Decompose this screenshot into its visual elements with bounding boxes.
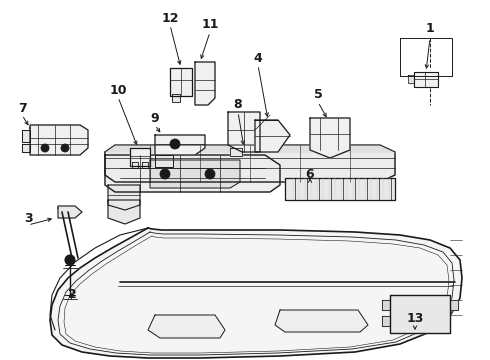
Text: 10: 10 xyxy=(109,84,127,96)
Text: 9: 9 xyxy=(151,112,159,125)
Text: 12: 12 xyxy=(161,12,179,24)
Text: 5: 5 xyxy=(314,89,322,102)
Polygon shape xyxy=(108,185,140,210)
Polygon shape xyxy=(228,112,260,152)
Polygon shape xyxy=(400,38,452,76)
Polygon shape xyxy=(390,295,450,333)
Circle shape xyxy=(170,139,180,149)
Text: 13: 13 xyxy=(406,311,424,324)
Circle shape xyxy=(61,144,69,152)
Polygon shape xyxy=(108,200,140,224)
Text: 2: 2 xyxy=(68,288,76,302)
Polygon shape xyxy=(255,120,290,152)
Text: 8: 8 xyxy=(234,99,243,112)
Polygon shape xyxy=(130,148,150,166)
Text: 3: 3 xyxy=(24,211,32,225)
Polygon shape xyxy=(148,315,225,338)
Polygon shape xyxy=(105,155,280,192)
Circle shape xyxy=(205,169,215,179)
Circle shape xyxy=(65,255,75,265)
Polygon shape xyxy=(155,135,205,155)
Polygon shape xyxy=(155,155,173,167)
Polygon shape xyxy=(172,94,180,102)
Polygon shape xyxy=(382,300,390,310)
Circle shape xyxy=(66,256,74,264)
Polygon shape xyxy=(408,75,414,83)
Polygon shape xyxy=(285,178,395,200)
Polygon shape xyxy=(142,162,148,168)
Circle shape xyxy=(41,144,49,152)
Text: 4: 4 xyxy=(254,51,262,64)
Polygon shape xyxy=(414,72,438,87)
Text: 6: 6 xyxy=(306,168,314,181)
Polygon shape xyxy=(132,162,138,168)
Text: 11: 11 xyxy=(201,18,219,31)
Polygon shape xyxy=(310,118,350,158)
Polygon shape xyxy=(275,310,368,332)
Polygon shape xyxy=(230,148,242,156)
Polygon shape xyxy=(50,228,462,358)
Polygon shape xyxy=(170,68,192,96)
Polygon shape xyxy=(22,144,30,152)
Text: 1: 1 xyxy=(426,22,434,35)
Polygon shape xyxy=(195,62,215,105)
Polygon shape xyxy=(22,130,30,142)
Polygon shape xyxy=(105,145,395,182)
Polygon shape xyxy=(58,206,82,218)
Text: 7: 7 xyxy=(18,102,26,114)
Polygon shape xyxy=(105,145,395,152)
Polygon shape xyxy=(30,125,88,155)
Circle shape xyxy=(160,169,170,179)
Polygon shape xyxy=(382,316,390,326)
Polygon shape xyxy=(150,160,240,188)
Polygon shape xyxy=(450,300,458,310)
